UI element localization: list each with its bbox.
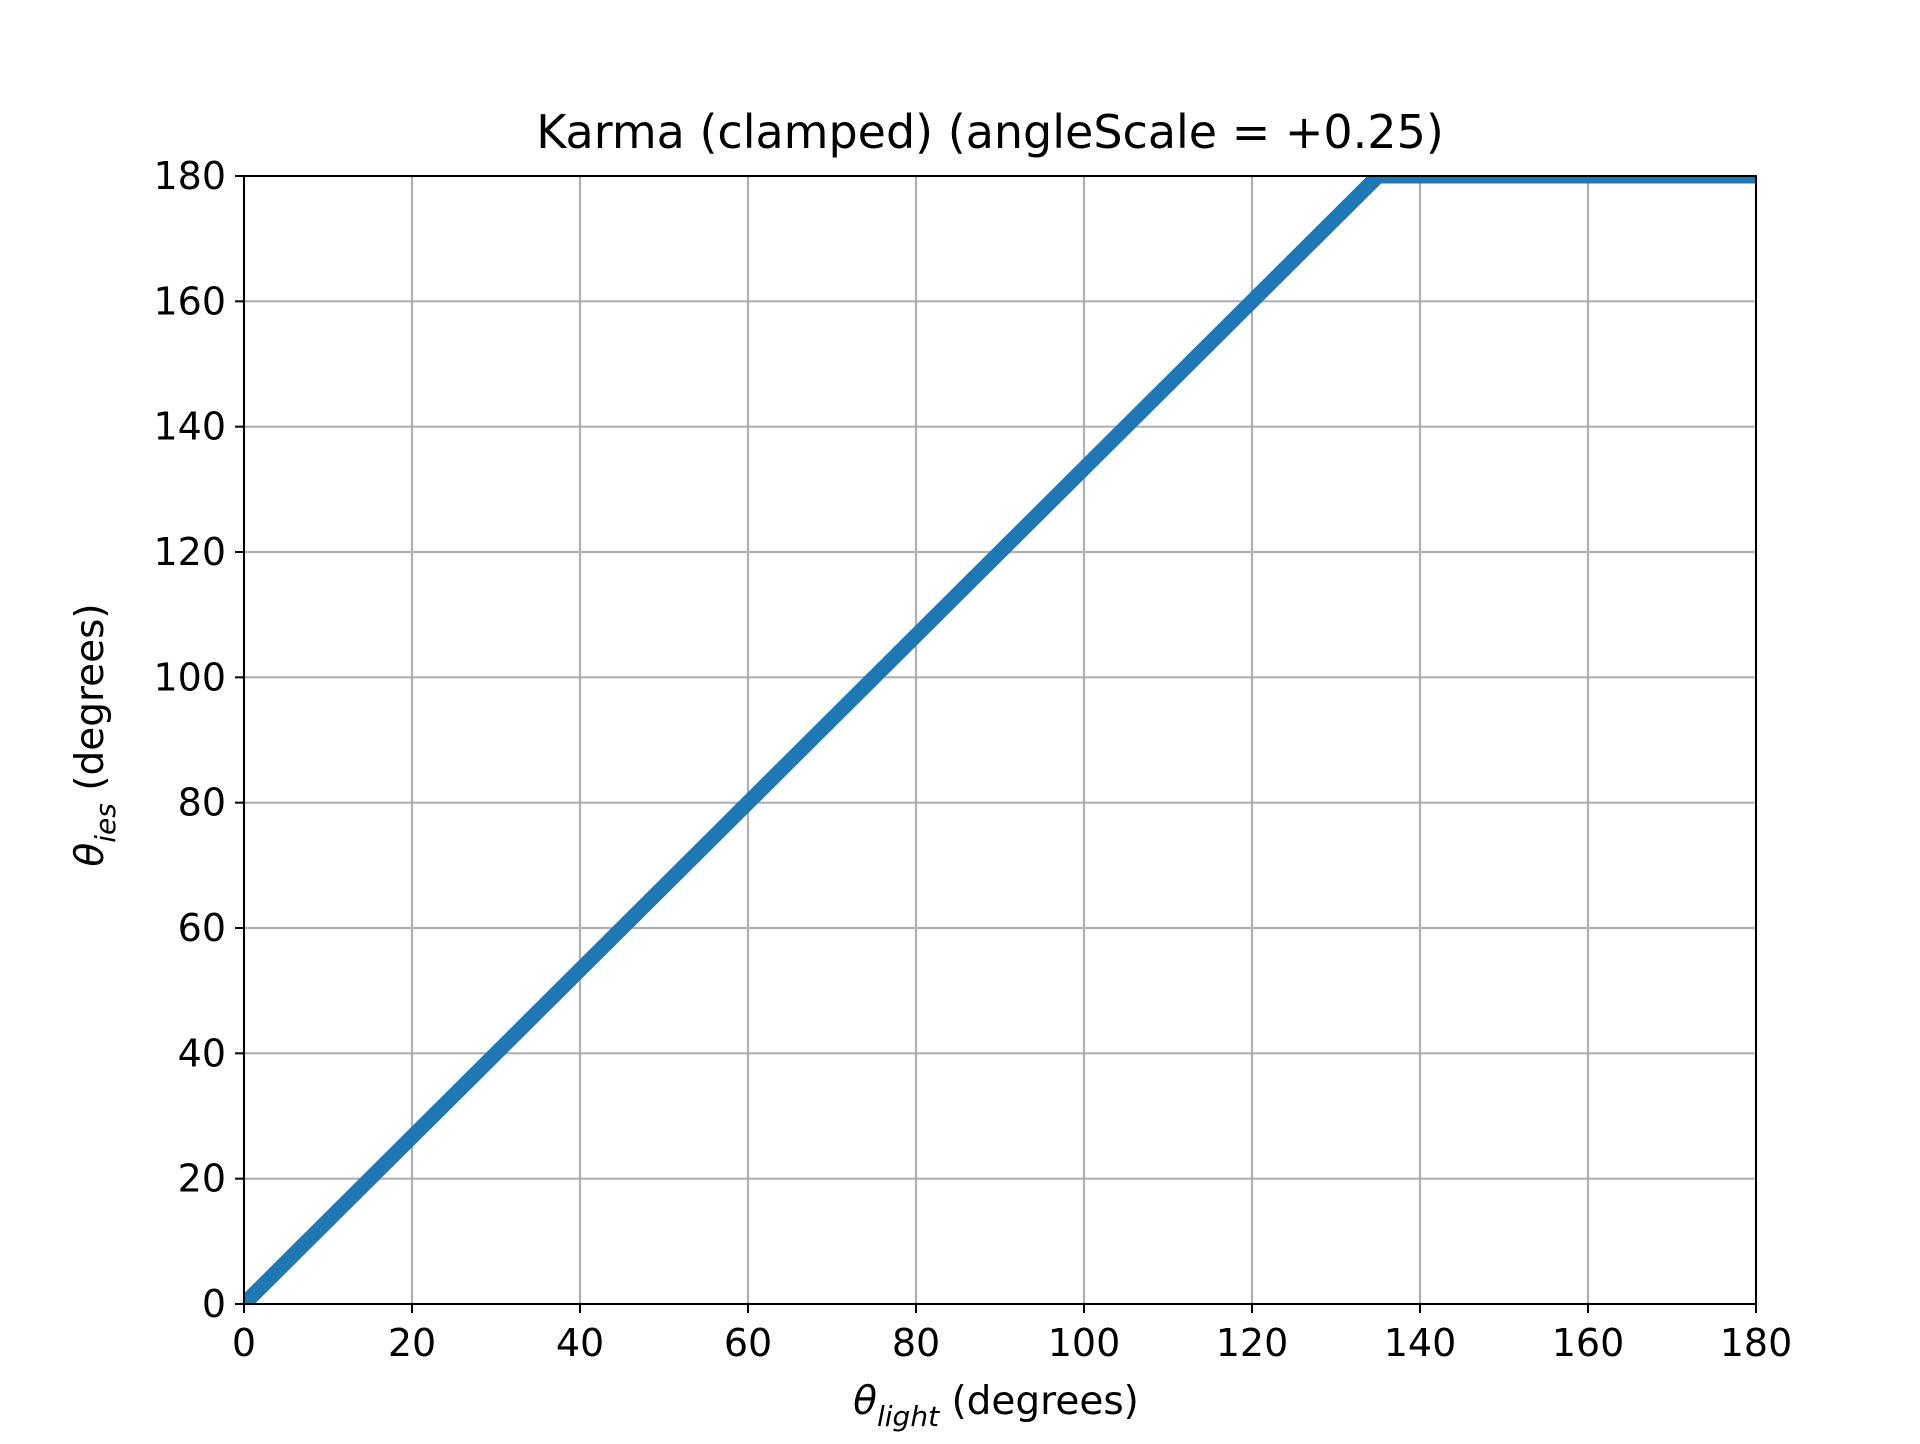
y-tick-label: 80 (178, 781, 226, 825)
series-layer (244, 176, 1756, 1304)
x-tick-label: 20 (388, 1321, 436, 1365)
x-tick-label: 140 (1384, 1321, 1457, 1365)
plot-frame (243, 175, 1757, 1305)
x-tick-label: 180 (1720, 1321, 1793, 1365)
x-tick-label: 40 (556, 1321, 604, 1365)
y-axis-label-subscript: ies (89, 803, 122, 843)
y-axis-label-symbol: θ (68, 843, 113, 867)
series-line (244, 176, 1756, 1304)
x-axis-label-subscript: light (877, 1400, 940, 1433)
y-tick-label: 0 (202, 1282, 226, 1326)
y-axis-ticks: 0 20 40 60 80 100 120 140 160 180 (153, 154, 244, 1326)
y-tick-label: 160 (153, 279, 226, 323)
y-axis-label-text: (degrees) (68, 603, 113, 803)
y-axis-label: θies (degrees) (68, 603, 122, 866)
x-axis-label-symbol: θ (853, 1379, 877, 1424)
x-axis-label-text: (degrees) (939, 1379, 1139, 1424)
y-tick-label: 60 (178, 906, 226, 950)
x-tick-label: 60 (724, 1321, 772, 1365)
x-tick-label: 100 (1048, 1321, 1121, 1365)
chart-title: Karma (clamped) (angleScale = +0.25) (536, 105, 1444, 159)
x-tick-label: 120 (1216, 1321, 1289, 1365)
y-tick-label: 40 (178, 1031, 226, 1075)
x-tick-label: 160 (1552, 1321, 1625, 1365)
x-axis-ticks: 0 20 40 60 80 100 120 140 160 180 (232, 1304, 1792, 1365)
x-axis-label: θlight (degrees) (853, 1379, 1139, 1433)
y-tick-label: 180 (153, 154, 226, 198)
y-tick-label: 100 (153, 655, 226, 699)
y-tick-label: 20 (178, 1157, 226, 1201)
y-tick-label: 140 (153, 405, 226, 449)
x-tick-label: 0 (232, 1321, 256, 1365)
x-tick-label: 80 (892, 1321, 940, 1365)
y-tick-label: 120 (153, 530, 226, 574)
